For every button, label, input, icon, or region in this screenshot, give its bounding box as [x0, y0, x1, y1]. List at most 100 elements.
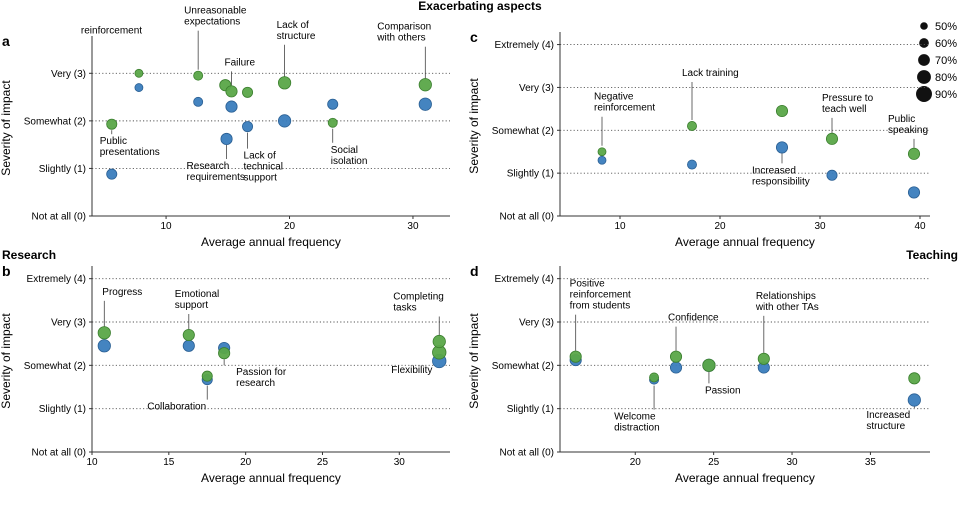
- y-axis-label: Severity of impact: [467, 313, 481, 409]
- data-point-green: [775, 104, 789, 118]
- data-point-blue: [418, 97, 432, 111]
- annotation-label: Positive reinforcement from students: [570, 279, 631, 312]
- annotation-label: Lack of technical support: [244, 151, 283, 184]
- data-point-green: [597, 147, 607, 157]
- data-point-green: [757, 352, 770, 365]
- data-point-green: [569, 350, 582, 363]
- legend-label: 90%: [935, 89, 957, 101]
- data-point-blue: [193, 96, 204, 107]
- panel-a: a Not at all (0) Slightly (1) Somewhat (2) V…: [0, 6, 450, 249]
- x-tick-label: 35: [865, 457, 877, 468]
- data-point-green: [825, 132, 839, 145]
- data-point-blue: [97, 339, 111, 353]
- x-axis-label: Average annual frequency: [675, 235, 815, 249]
- x-axis-label: Average annual frequency: [201, 235, 341, 249]
- annotation-label: Lack training: [682, 68, 739, 79]
- y-tick-label: Not at all (0): [32, 448, 86, 459]
- y-tick-label: Very (3): [519, 318, 554, 329]
- data-point-green: [649, 372, 660, 383]
- y-tick-label: Slightly (1): [39, 164, 86, 175]
- y-tick-label: Slightly (1): [507, 169, 554, 180]
- data-point-blue: [242, 121, 254, 133]
- data-point-green: [908, 372, 921, 385]
- y-tick-label: Very (3): [519, 83, 554, 94]
- annotation-label: Emotional support: [175, 289, 219, 311]
- data-point-blue: [775, 141, 789, 154]
- x-tick-label: 15: [163, 457, 175, 468]
- y-tick-label: Not at all (0): [32, 212, 86, 223]
- data-point-green: [193, 70, 204, 81]
- annotation-label: Public speaking: [888, 114, 928, 136]
- y-tick-label: Somewhat (2): [24, 361, 86, 372]
- x-tick-label: 20: [284, 221, 296, 232]
- data-point-blue: [106, 168, 118, 180]
- legend-label: 80%: [935, 72, 957, 84]
- data-point-green: [225, 85, 238, 98]
- annotation-label: Collaboration: [147, 402, 206, 413]
- x-tick-label: 20: [714, 221, 726, 232]
- annotation-label: Relationships with other TAs: [755, 291, 819, 313]
- y-axis-label: Severity of impact: [467, 78, 481, 174]
- data-point-green: [418, 78, 432, 92]
- data-point-blue: [327, 98, 339, 110]
- data-point-blue: [277, 114, 292, 128]
- y-tick-label: Extremely (4): [495, 274, 554, 285]
- panel-b: b Not at all (0) Slightly (1) Somewhat (2) V…: [0, 263, 450, 485]
- data-point-green: [432, 334, 446, 349]
- panel-d: d Not at all (0) Slightly (1) Somewhat (2) V…: [467, 263, 930, 485]
- legend-marker: [920, 22, 928, 30]
- data-point-green: [182, 328, 195, 342]
- annotation-label: Research requirements: [187, 161, 245, 183]
- annotation-label: Passion for research: [236, 367, 287, 389]
- x-tick-label: 25: [708, 457, 720, 468]
- data-point-green: [277, 76, 292, 90]
- section-label-research: Research: [2, 248, 56, 262]
- legend-marker: [916, 86, 932, 102]
- panel-c: c Not at all (0) Slightly (1) Somewhat (2) V…: [467, 29, 930, 249]
- annotation-label: Negative reinforcement: [594, 92, 655, 114]
- data-point-blue: [907, 186, 921, 199]
- annotation-label: Social isolation: [331, 145, 368, 167]
- y-tick-label: Not at all (0): [500, 448, 554, 459]
- y-tick-label: Extremely (4): [27, 274, 86, 285]
- y-axis-label: Severity of impact: [0, 313, 13, 409]
- data-point-green: [134, 68, 144, 78]
- x-tick-label: 25: [317, 457, 329, 468]
- data-point-blue: [597, 155, 607, 165]
- y-axis-label: Severity of impact: [0, 80, 13, 176]
- panel-letter: a: [2, 33, 10, 49]
- x-tick-label: 20: [240, 457, 252, 468]
- y-tick-label: Somewhat (2): [492, 361, 554, 372]
- annotation-label: Comparison with others: [376, 22, 431, 44]
- section-label-teaching: Teaching: [906, 248, 958, 262]
- data-point-green: [702, 358, 716, 372]
- data-point-blue: [182, 339, 195, 352]
- y-tick-label: Very (3): [51, 318, 86, 329]
- data-point-green: [327, 117, 338, 128]
- data-point-blue: [826, 169, 838, 181]
- annotation-label: reinforcement: [81, 25, 142, 36]
- y-tick-label: Very (3): [51, 69, 86, 80]
- data-point-blue: [669, 361, 683, 374]
- legend-label: 60%: [935, 38, 957, 50]
- data-point-blue: [907, 393, 921, 407]
- x-tick-label: 10: [86, 457, 98, 468]
- x-tick-label: 30: [394, 457, 406, 468]
- x-tick-label: 40: [914, 221, 926, 232]
- annotation-label: Flexibility: [391, 365, 432, 376]
- annotation-label: Public presentations: [100, 136, 160, 158]
- data-point-green: [97, 326, 111, 340]
- annotation-label: Lack of structure: [277, 20, 316, 42]
- data-point-blue: [134, 83, 144, 92]
- x-tick-label: 30: [407, 221, 419, 232]
- annotation-label: Pressure to teach well: [822, 93, 874, 115]
- data-point-green: [669, 350, 683, 363]
- annotation-label: Failure: [224, 57, 255, 68]
- panel-letter: d: [470, 263, 479, 279]
- legend-marker: [919, 38, 929, 48]
- data-point-green: [242, 86, 254, 98]
- annotation-label: Completing tasks: [393, 292, 444, 314]
- annotation-label: Passion: [705, 385, 741, 396]
- x-tick-label: 10: [161, 221, 173, 232]
- annotation-label: Increased structure: [866, 410, 910, 432]
